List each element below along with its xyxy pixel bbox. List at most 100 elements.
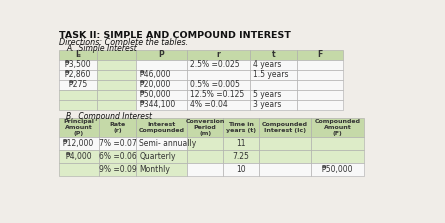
Text: Compounded
Interest (Ic): Compounded Interest (Ic) xyxy=(262,122,308,133)
Text: ₱4,000: ₱4,000 xyxy=(65,152,92,161)
Bar xyxy=(136,137,187,150)
Bar xyxy=(187,163,223,176)
Bar xyxy=(59,150,99,163)
Bar xyxy=(186,60,250,70)
Bar xyxy=(136,50,186,60)
Text: 7.25: 7.25 xyxy=(232,152,249,161)
Bar xyxy=(136,70,186,80)
Bar xyxy=(250,90,297,100)
Text: 4 years: 4 years xyxy=(253,60,282,69)
Bar xyxy=(186,80,250,90)
Bar xyxy=(136,90,186,100)
Text: Semi- annually: Semi- annually xyxy=(139,139,197,148)
Text: 4% =0.04: 4% =0.04 xyxy=(190,100,227,109)
Text: 0.5% =0.005: 0.5% =0.005 xyxy=(190,81,239,89)
Bar xyxy=(250,60,297,70)
Text: 11: 11 xyxy=(236,139,246,148)
Bar xyxy=(97,90,136,100)
Bar xyxy=(312,150,364,163)
Bar xyxy=(136,118,187,137)
Text: ₱275: ₱275 xyxy=(69,81,88,89)
Bar xyxy=(297,90,343,100)
Bar xyxy=(59,80,97,90)
Bar xyxy=(136,60,186,70)
Bar xyxy=(187,137,223,150)
Bar xyxy=(259,137,311,150)
Bar xyxy=(312,118,364,137)
Bar xyxy=(59,90,97,100)
Text: 9% =0.09: 9% =0.09 xyxy=(99,165,137,174)
Bar xyxy=(297,80,343,90)
Bar xyxy=(99,163,136,176)
Bar xyxy=(59,60,97,70)
Bar xyxy=(297,70,343,80)
Text: B.  Compound Interest: B. Compound Interest xyxy=(66,112,153,121)
Bar xyxy=(99,118,136,137)
Text: F: F xyxy=(317,50,323,59)
Bar xyxy=(59,118,99,137)
Text: 10: 10 xyxy=(236,165,246,174)
Bar xyxy=(136,80,186,90)
Text: Principal
Amount
(P): Principal Amount (P) xyxy=(64,119,94,136)
Bar xyxy=(223,163,259,176)
Bar xyxy=(59,137,99,150)
Text: 2.5% =0.025: 2.5% =0.025 xyxy=(190,60,239,69)
Bar xyxy=(99,150,136,163)
Text: Interest
Compounded: Interest Compounded xyxy=(139,122,185,133)
Bar xyxy=(97,70,136,80)
Bar xyxy=(97,60,136,70)
Bar xyxy=(186,70,250,80)
Text: 1.5 years: 1.5 years xyxy=(253,70,289,79)
Bar xyxy=(297,60,343,70)
Bar xyxy=(259,163,311,176)
Text: Quarterly: Quarterly xyxy=(139,152,176,161)
Bar xyxy=(99,137,136,150)
Text: 3 years: 3 years xyxy=(253,100,282,109)
Text: 6% =0.06: 6% =0.06 xyxy=(99,152,137,161)
Text: ₱50,000: ₱50,000 xyxy=(139,90,171,99)
Bar xyxy=(97,80,136,90)
Bar xyxy=(136,100,186,110)
Text: ₱2,860: ₱2,860 xyxy=(65,70,91,79)
Text: P: P xyxy=(158,50,164,59)
Text: TASK II: SIMPLE AND COMPOUND INTEREST: TASK II: SIMPLE AND COMPOUND INTEREST xyxy=(59,31,291,40)
Bar xyxy=(59,50,97,60)
Bar xyxy=(312,163,364,176)
Text: 5 years: 5 years xyxy=(253,90,282,99)
Text: t: t xyxy=(271,50,275,59)
Bar xyxy=(97,50,136,60)
Bar xyxy=(250,100,297,110)
Text: Monthly: Monthly xyxy=(139,165,170,174)
Text: ₱46,000: ₱46,000 xyxy=(139,70,171,79)
Bar xyxy=(186,50,250,60)
Text: ₱20,000: ₱20,000 xyxy=(139,81,171,89)
Bar xyxy=(187,150,223,163)
Bar xyxy=(136,150,187,163)
Bar xyxy=(259,118,311,137)
Bar xyxy=(312,137,364,150)
Text: Time in
years (t): Time in years (t) xyxy=(226,122,256,133)
Text: 7% =0.07: 7% =0.07 xyxy=(99,139,137,148)
Bar xyxy=(187,118,223,137)
Bar xyxy=(97,100,136,110)
Text: ₱12,000: ₱12,000 xyxy=(63,139,94,148)
Text: Compounded
Amount
(F): Compounded Amount (F) xyxy=(315,119,361,136)
Text: r: r xyxy=(217,50,220,59)
Text: Rate
(r): Rate (r) xyxy=(109,122,126,133)
Text: A.  Simple Interest: A. Simple Interest xyxy=(66,44,137,53)
Bar xyxy=(136,163,187,176)
Bar xyxy=(59,100,97,110)
Bar xyxy=(297,100,343,110)
Text: Conversion
Period
(m): Conversion Period (m) xyxy=(186,119,225,136)
Bar xyxy=(186,100,250,110)
Text: Iₛ: Iₛ xyxy=(75,50,81,59)
Bar xyxy=(223,150,259,163)
Text: 12.5% =0.125: 12.5% =0.125 xyxy=(190,90,244,99)
Text: Directions: Complete the tables.: Directions: Complete the tables. xyxy=(59,37,188,47)
Bar xyxy=(223,118,259,137)
Bar xyxy=(297,50,343,60)
Text: ₱3,500: ₱3,500 xyxy=(65,60,91,69)
Text: ₱50,000: ₱50,000 xyxy=(322,165,353,174)
Bar xyxy=(186,90,250,100)
Text: ₱344,100: ₱344,100 xyxy=(139,100,176,109)
